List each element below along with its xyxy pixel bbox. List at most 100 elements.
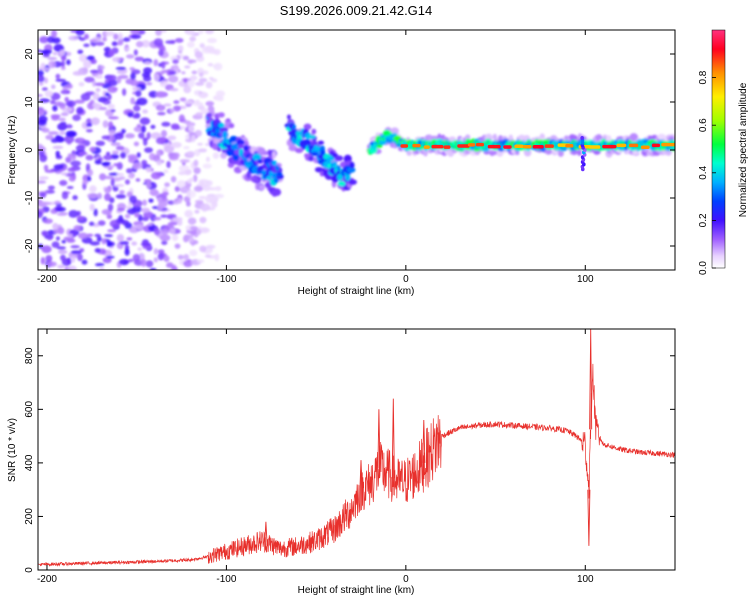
heatmap-core-cell [651,143,661,148]
heatmap-noise-cell [153,248,159,255]
heatmap-noise-cell [148,198,154,203]
heatmap-noise-cell [152,216,162,221]
heatmap-noise-cell [104,234,113,238]
heatmap-noise-cell [158,49,164,57]
heatmap-noise-cell [50,114,61,119]
heatmap-noise-cell [53,229,62,234]
heatmap-noise-cell [51,241,60,249]
heatmap-noise-cell [87,175,92,182]
heatmap-noise-cell [130,72,136,80]
heatmap-noise-cell [86,233,94,237]
heatmap-noise-cell [108,172,120,176]
snr-spike [391,398,395,479]
heatmap-noise-cell [135,41,144,48]
heatmap-noise-cell [129,195,137,204]
heatmap-noise-cell [119,240,129,245]
heatmap-ridge-cell [206,112,213,118]
heatmap-ridge-cell [286,114,291,120]
heatmap-ridge-cell [218,123,225,128]
heatmap-noise-cell [199,245,207,253]
heatmap-ridge-cell [326,157,335,162]
heatmap-noise-cell [179,53,184,59]
heatmap-noise-cell [89,185,97,193]
heatmap-noise-cell [70,250,82,255]
heatmap-noise-cell [169,108,175,113]
heatmap-noise-cell [130,78,138,87]
heatmap-noise-cell [38,69,44,77]
heatmap-noise-cell [40,62,46,69]
heatmap-noise-cell [174,243,181,249]
heatmap-noise-cell [106,214,113,220]
heatmap-ridge-cell [257,158,263,164]
heatmap-ridge-cell [336,173,343,181]
heatmap-noise-cell [198,77,208,83]
heatmap-core-cell [602,144,617,149]
heatmap-noise-cell [124,213,131,219]
heatmap-ridge-cell [302,139,312,147]
heatmap-noise-cell [187,59,197,64]
heatmap-noise-cell [66,59,71,66]
heatmap-noise-cell [79,37,86,41]
heatmap-ridge-cell [564,135,570,140]
heatmap-noise-cell [96,236,102,242]
heatmap-ridge-cell [315,146,321,151]
heatmap-noise-cell [55,236,60,241]
heatmap-noise-cell [170,227,176,235]
heatmap-noise-cell [55,206,66,212]
heatmap-noise-cell [204,254,212,258]
heatmap-noise-cell [131,241,138,246]
heatmap-noise-cell [199,43,205,49]
heatmap-noise-cell [165,40,176,44]
heatmap-noise-cell [184,169,192,176]
heatmap-noise-cell [146,132,151,140]
heatmap-noise-cell [104,193,111,202]
colorbar-tick-label: 0.8 [698,70,709,84]
heatmap-noise-cell [163,169,169,174]
heatmap-noise-cell [187,79,195,88]
heatmap-noise-cell [153,73,160,82]
heatmap-noise-cell [144,147,153,153]
heatmap-noise-cell [52,145,64,150]
heatmap-noise-cell [172,105,181,112]
heatmap-ridge-cell [272,188,282,197]
heatmap-noise-cell [193,159,199,167]
heatmap-noise-cell [98,68,104,75]
heatmap-noise-cell [110,109,116,113]
heatmap-noise-cell [193,174,198,183]
heatmap-core-cell [412,143,421,148]
spectrogram-x-ticks: -200 -100 0 100 [37,30,594,285]
heatmap-noise-cell [199,203,211,211]
heatmap-noise-cell [52,51,58,56]
heatmap-noise-cell [142,109,149,114]
heatmap-noise-cell [173,100,180,104]
heatmap-noise-cell [61,239,67,244]
heatmap-noise-cell [111,41,118,47]
heatmap-noise-cell [172,217,183,221]
heatmap-noise-cell [43,164,49,171]
heatmap-noise-cell [137,247,142,251]
heatmap-noise-cell [67,153,72,158]
snr-spike [587,489,591,546]
heatmap-noise-cell [107,86,118,93]
heatmap-noise-cell [161,61,166,69]
heatmap-noise-cell [136,97,148,106]
heatmap-noise-cell [70,160,82,167]
heatmap-noise-cell [167,221,178,226]
heatmap-noise-cell [95,140,106,146]
spectrogram-y-tick-label: 10 [24,96,35,108]
heatmap-noise-cell [183,196,191,203]
heatmap-noise-cell [55,150,60,158]
heatmap-noise-cell [120,128,126,134]
heatmap-noise-cell [189,237,195,244]
heatmap-noise-cell [191,70,198,75]
heatmap-noise-cell [172,200,182,205]
heatmap-ridge-cell [228,123,235,129]
heatmap-core-cell [487,144,501,149]
heatmap-noise-cell [39,192,47,198]
heatmap-noise-cell [106,241,113,248]
heatmap-noise-cell [198,30,204,35]
heatmap-noise-cell [136,224,143,231]
heatmap-noise-cell [67,265,77,270]
heatmap-core-cell [514,144,524,149]
heatmap-noise-cell [87,169,94,177]
